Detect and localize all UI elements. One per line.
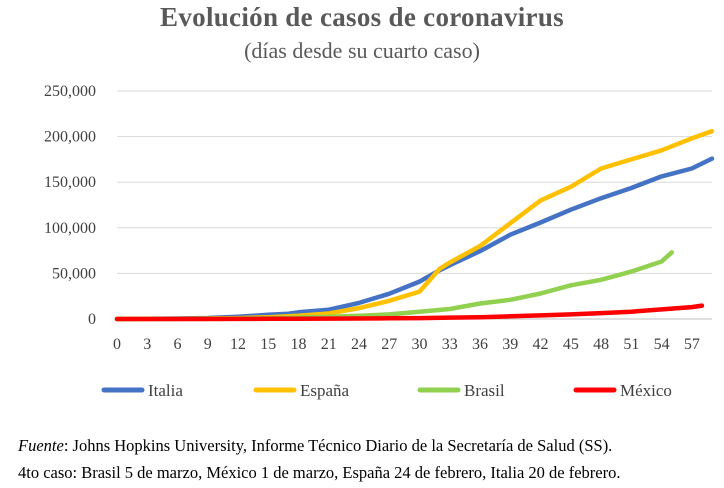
x-axis-ticks: 0 3 6 9 12 15 18 21 24 27 30 33 36 39 42 45 48 51 54 57 — [113, 336, 700, 353]
x-tick-label: 39 — [502, 336, 518, 353]
x-tick-label: 6 — [174, 336, 182, 353]
legend-label: España — [300, 381, 350, 400]
x-tick-label: 51 — [623, 336, 639, 353]
x-tick-label: 30 — [412, 336, 428, 353]
legend: Italia España Brasil México — [101, 381, 672, 400]
y-tick-label: 150,000 — [44, 174, 96, 191]
x-tick-label: 18 — [291, 336, 307, 353]
legend-label: Brasil — [464, 381, 505, 400]
x-tick-label: 48 — [593, 336, 609, 353]
x-tick-label: 21 — [321, 336, 337, 353]
x-tick-label: 15 — [260, 336, 276, 353]
series-line — [114, 303, 705, 322]
y-tick-label: 0 — [88, 311, 96, 328]
x-tick-label: 12 — [230, 336, 246, 353]
chart-title: Evolución de casos de coronavirus — [160, 2, 564, 32]
source-line-1: Fuente: Johns Hopkins University, Inform… — [18, 432, 718, 459]
chart-subtitle: (días desde su cuarto caso) — [244, 38, 480, 63]
x-tick-label: 36 — [472, 336, 488, 353]
x-tick-label: 3 — [143, 336, 151, 353]
x-tick-label: 27 — [381, 336, 397, 353]
y-tick-label: 100,000 — [44, 220, 96, 237]
source-label: Fuente — [18, 436, 64, 455]
x-tick-label: 9 — [204, 336, 212, 353]
source-line-2: 4to caso: Brasil 5 de marzo, México 1 de… — [18, 463, 621, 482]
legend-label: Italia — [148, 381, 183, 400]
series-lines — [114, 128, 715, 322]
y-tick-label: 50,000 — [52, 265, 96, 282]
x-tick-label: 45 — [563, 336, 579, 353]
series-line — [114, 128, 715, 322]
series-line — [114, 250, 674, 322]
x-tick-label: 24 — [351, 336, 367, 353]
x-tick-label: 54 — [654, 336, 670, 353]
y-axis-ticks: 0 50,000 100,000 150,000 200,000 250,000 — [44, 83, 96, 328]
source-text: : Johns Hopkins University, Informe Técn… — [63, 436, 613, 455]
x-tick-label: 33 — [442, 336, 458, 353]
y-tick-label: 200,000 — [44, 129, 96, 146]
source-note: Fuente: Johns Hopkins University, Inform… — [18, 432, 718, 486]
legend-label: México — [620, 381, 672, 400]
y-tick-label: 250,000 — [44, 83, 96, 100]
x-tick-label: 0 — [113, 336, 121, 353]
x-tick-label: 57 — [684, 336, 700, 353]
x-tick-label: 42 — [533, 336, 549, 353]
